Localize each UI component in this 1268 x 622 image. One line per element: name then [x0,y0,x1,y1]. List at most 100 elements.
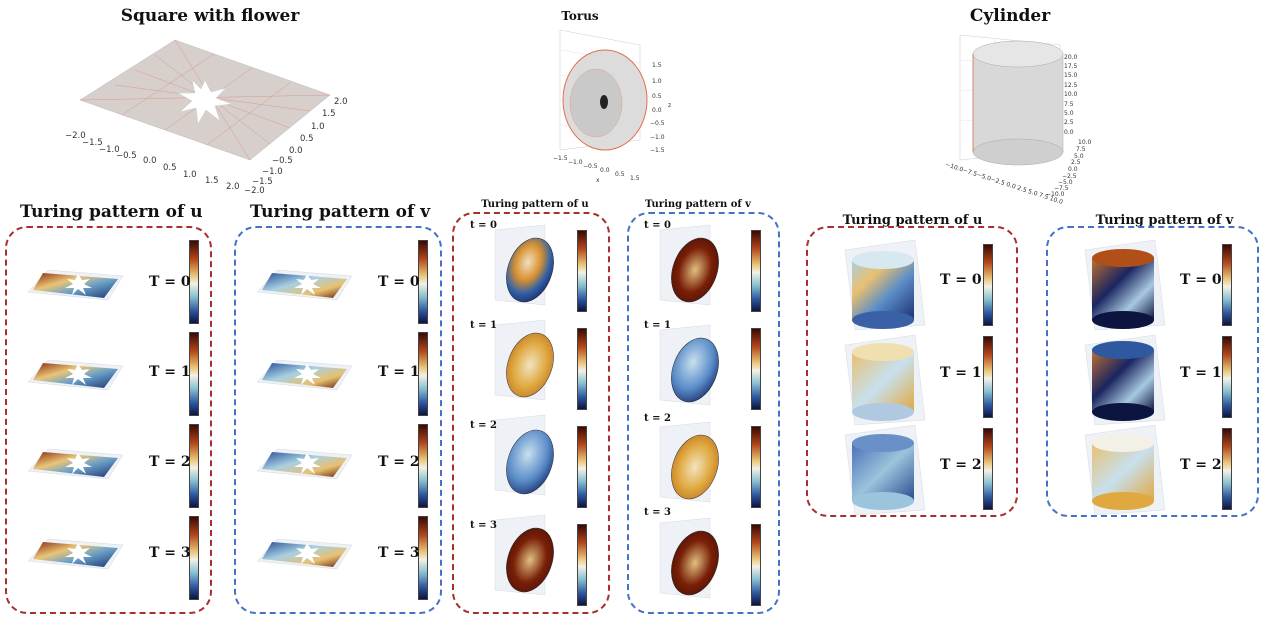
svg-text:1.5: 1.5 [630,175,640,182]
svg-text:0.0: 0.0 [143,156,157,166]
time-label: T = 0 [1180,272,1222,288]
sq-u-title: Turing pattern of u [20,202,203,222]
cylinder-title: Cylinder [969,6,1051,26]
colorbar [983,336,993,418]
svg-text:1.0: 1.0 [652,78,662,85]
svg-text:5.0: 5.0 [1074,153,1084,160]
svg-text:−0.5: −0.5 [116,151,137,161]
svg-text:−1.5: −1.5 [650,147,665,154]
time-label: t = 1 [644,320,671,331]
svg-text:−10.0−7.5−5.0−2.5 0.0 2.5 5.0: −10.0−7.5−5.0−2.5 0.0 2.5 5.0 7.5 10.0 [944,161,1063,206]
svg-text:17.5: 17.5 [1064,63,1078,70]
time-label: t = 3 [644,507,671,518]
colorbar [189,332,199,416]
svg-text:−7.5: −7.5 [1054,185,1069,192]
colorbar [1222,336,1232,418]
svg-text:20.0: 20.0 [1064,54,1078,61]
svg-text:−0.5: −0.5 [650,120,665,127]
time-label: t = 0 [470,220,497,231]
svg-text:2.5: 2.5 [1064,119,1074,126]
colorbar [983,244,993,326]
time-label: T = 1 [149,364,191,380]
panel-torus-v [627,212,780,614]
colorbar [189,424,199,508]
colorbar [418,516,428,600]
time-label: t = 1 [470,320,497,331]
panel-cylinder-u [806,226,1018,517]
svg-text:1.5: 1.5 [205,176,219,186]
svg-text:7.5: 7.5 [1076,146,1086,153]
svg-text:−2.0: −2.0 [244,186,265,196]
to-v-title: Turing pattern of v [645,199,751,210]
time-label: T = 0 [149,274,191,290]
svg-text:2.5: 2.5 [1071,159,1081,166]
svg-text:10.0: 10.0 [1078,139,1092,146]
time-label: T = 2 [378,454,420,470]
svg-text:0.0: 0.0 [652,107,662,114]
colorbar [751,328,761,410]
svg-text:−1.0: −1.0 [568,159,583,166]
svg-text:7.5: 7.5 [1064,101,1074,108]
cy-u-title: Turing pattern of u [842,213,983,228]
colorbar [189,516,199,600]
colorbar [1222,244,1232,326]
colorbar [418,240,428,324]
svg-text:10.0: 10.0 [1064,91,1078,98]
svg-text:−1.5: −1.5 [553,155,568,162]
time-label: t = 0 [644,220,671,231]
panel-cylinder-v [1046,226,1259,517]
svg-text:−0.5: −0.5 [272,156,293,166]
torus-title: Torus [561,9,599,23]
svg-text:0.0: 0.0 [1068,166,1078,173]
colorbar [983,428,993,510]
panel-square-u [5,226,212,614]
svg-text:−5.0: −5.0 [1058,179,1073,186]
svg-text:0.5: 0.5 [300,134,314,144]
svg-text:−1.0: −1.0 [650,134,665,141]
svg-text:0.5: 0.5 [163,163,177,173]
svg-text:−1.5: −1.5 [252,177,273,187]
cy-v-title: Turing pattern of v [1095,213,1234,228]
colorbar [189,240,199,324]
svg-text:15.0: 15.0 [1064,72,1078,79]
svg-text:1.5: 1.5 [652,62,662,69]
svg-text:−2.5: −2.5 [1062,173,1077,180]
to-u-title: Turing pattern of u [481,199,589,210]
time-label: T = 1 [378,364,420,380]
svg-text:0.0: 0.0 [1064,129,1074,136]
svg-text:0.0: 0.0 [600,167,610,174]
svg-text:x: x [596,177,600,184]
time-label: T = 0 [940,272,982,288]
colorbar [418,332,428,416]
time-label: T = 2 [149,454,191,470]
time-label: T = 2 [1180,457,1222,473]
svg-text:1.0: 1.0 [311,122,325,132]
colorbar [751,524,761,606]
sq-v-title: Turing pattern of v [250,202,431,222]
colorbar [751,230,761,312]
svg-text:0.5: 0.5 [615,171,625,178]
panel-torus-u [452,212,610,614]
colorbar [751,426,761,508]
svg-text:z: z [668,102,671,109]
time-label: t = 2 [470,420,497,431]
colorbar [577,426,587,508]
time-label: T = 2 [940,457,982,473]
colorbar [577,230,587,312]
svg-text:12.5: 12.5 [1064,82,1078,89]
svg-text:0.0: 0.0 [289,146,303,156]
square-title: Square with flower [120,6,300,26]
svg-text:−10.0: −10.0 [1046,191,1065,198]
time-label: T = 3 [149,545,191,561]
colorbar [418,424,428,508]
svg-text:−1.0: −1.0 [99,145,120,155]
svg-text:1.5: 1.5 [322,109,336,119]
panel-square-v [234,226,442,614]
svg-text:−2.0: −2.0 [65,131,86,141]
svg-text:5.0: 5.0 [1064,110,1074,117]
svg-text:2.0: 2.0 [334,97,348,107]
colorbar [1222,428,1232,510]
svg-text:0.5: 0.5 [652,93,662,100]
time-label: T = 3 [378,545,420,561]
svg-text:1.0: 1.0 [183,170,197,180]
